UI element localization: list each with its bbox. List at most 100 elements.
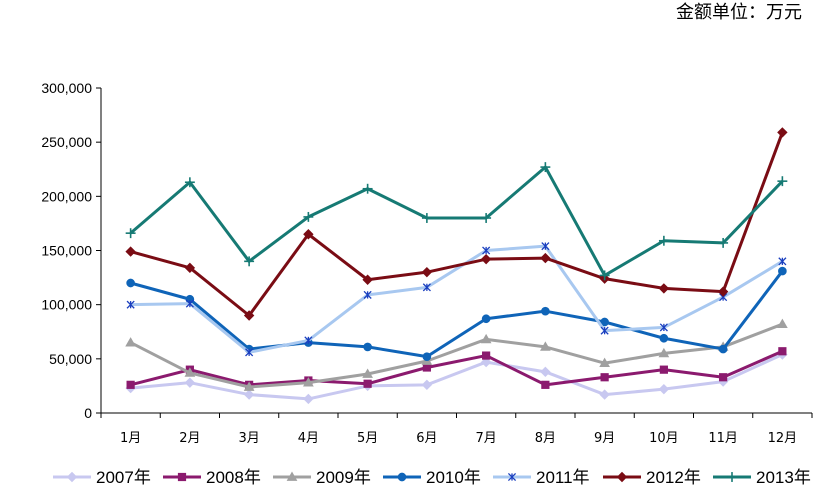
data-point <box>243 310 255 321</box>
legend-item: 2009年 <box>273 468 371 487</box>
x-tick-label: 4月 <box>298 431 319 446</box>
data-point <box>422 363 431 372</box>
legend-item: 2007年 <box>53 468 151 487</box>
data-point <box>303 211 314 222</box>
data-point <box>243 381 255 391</box>
data-point <box>125 228 136 239</box>
legend-item: 2010年 <box>383 468 481 487</box>
data-point <box>422 283 431 292</box>
legend-item: 2013年 <box>713 468 811 487</box>
series-line <box>130 353 783 401</box>
data-point <box>600 326 609 335</box>
legend-label: 2007年 <box>96 468 151 487</box>
x-tick-label: 12月 <box>768 431 798 446</box>
y-tick-label: 0 <box>84 405 92 421</box>
data-point <box>600 317 609 327</box>
data-point <box>659 333 669 343</box>
data-point <box>362 368 373 378</box>
data-point <box>658 283 670 294</box>
series-line <box>130 131 784 317</box>
data-point <box>727 472 737 482</box>
data-point <box>777 176 788 187</box>
data-point <box>481 213 492 223</box>
data-point <box>363 290 372 299</box>
legend-label: 2011年 <box>536 468 590 487</box>
data-point <box>540 341 551 351</box>
data-point <box>303 377 314 387</box>
series-3 <box>125 318 788 391</box>
x-tick-label: 3月 <box>238 431 259 446</box>
data-point <box>184 367 196 377</box>
data-point <box>599 357 610 368</box>
data-point <box>658 347 670 358</box>
data-point <box>185 299 194 308</box>
x-tick-label: 6月 <box>416 431 437 446</box>
y-tick-label: 100,000 <box>41 297 92 313</box>
data-point <box>422 352 432 361</box>
x-tick-label: 9月 <box>594 431 615 446</box>
data-point <box>599 389 610 400</box>
data-point <box>421 266 433 278</box>
data-point <box>541 242 550 251</box>
data-point <box>125 337 136 347</box>
data-point <box>540 162 551 173</box>
data-point <box>599 270 610 281</box>
data-point <box>659 323 668 332</box>
data-point <box>304 336 313 345</box>
data-point <box>778 257 787 266</box>
data-point <box>658 235 669 246</box>
data-point <box>777 318 788 329</box>
data-point <box>480 356 492 368</box>
legend-label: 2013年 <box>756 468 811 487</box>
y-tick-label: 200,000 <box>41 188 92 204</box>
data-point <box>600 373 609 382</box>
data-point <box>397 472 407 482</box>
data-point <box>481 314 491 324</box>
axes: 0 50,000 100,000 150,000 200,000 250,000 300,0… <box>41 80 813 446</box>
data-point <box>126 380 135 389</box>
legend-label: 2008年 <box>206 468 261 487</box>
series-line <box>129 322 783 389</box>
x-tick-label: 5月 <box>357 431 378 446</box>
series-6 <box>125 127 788 321</box>
data-point <box>286 471 298 481</box>
y-tick-label: 50,000 <box>49 351 92 367</box>
legend-item: 2008年 <box>163 468 261 487</box>
series-line <box>130 244 784 354</box>
data-point <box>541 380 550 389</box>
data-point <box>778 347 787 356</box>
y-tick-label: 150,000 <box>41 243 92 259</box>
data-point <box>184 262 196 274</box>
data-point <box>363 379 372 388</box>
legend-label: 2010年 <box>426 468 481 487</box>
data-point <box>245 348 254 357</box>
data-point <box>540 252 551 264</box>
y-tick-label: 250,000 <box>41 134 92 150</box>
data-point <box>421 213 432 223</box>
data-point <box>480 253 492 265</box>
series-1 <box>125 349 788 405</box>
data-point <box>184 177 195 188</box>
x-tick-label: 10月 <box>649 431 679 446</box>
series-layer <box>125 127 788 405</box>
legend-label: 2009年 <box>316 468 371 487</box>
legend-label: 2012年 <box>646 468 701 487</box>
data-point <box>659 365 668 374</box>
y-tick-label: 300,000 <box>41 80 92 96</box>
data-point <box>303 229 314 240</box>
unit-label: 金额单位：万元 <box>676 2 802 23</box>
legend: 2007年 2008年 2009年 2010年 2011年 2012年 2013年 <box>53 468 811 487</box>
x-tick-label: 1月 <box>120 431 141 446</box>
data-point <box>777 127 788 138</box>
series-5 <box>126 242 787 357</box>
data-point <box>717 286 729 297</box>
data-point <box>718 344 728 354</box>
data-point <box>362 274 373 285</box>
data-point <box>616 471 628 483</box>
series-7 <box>125 162 788 281</box>
data-point <box>177 472 187 482</box>
x-tick-label: 8月 <box>535 431 556 446</box>
data-point <box>719 373 728 382</box>
